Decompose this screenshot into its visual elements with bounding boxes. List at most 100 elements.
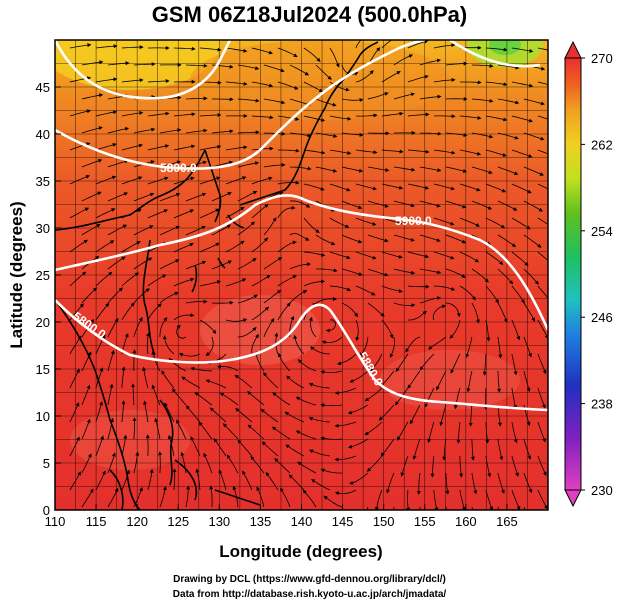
streamline-arrow (159, 259, 180, 270)
streamline-arrow (329, 115, 352, 121)
streamline-arrow (445, 61, 468, 66)
streamline-arrow (315, 234, 336, 246)
streamline-arrow (433, 183, 455, 191)
streamline-arrow (251, 274, 271, 287)
streamline-arrow (430, 455, 435, 478)
streamline-arrow (121, 400, 126, 423)
streamline-arrow (511, 115, 533, 123)
warm-patch-a (200, 295, 320, 365)
streamline-arrow (81, 93, 104, 100)
streamline-arrow (334, 387, 357, 395)
streamline-arrow (381, 251, 403, 259)
streamline-arrow (470, 438, 475, 461)
warm-patch-c (380, 350, 520, 410)
streamline-arrow (355, 251, 377, 260)
streamline-arrow (341, 132, 364, 137)
streamline-arrow (237, 294, 258, 304)
streamline-arrow (107, 487, 119, 508)
streamline-arrow (251, 115, 274, 120)
streamline-arrow (412, 438, 421, 460)
streamline-arrow (121, 366, 126, 389)
streamline-arrow (497, 438, 504, 461)
streamline-arrow (263, 372, 279, 389)
streamline-arrow (133, 288, 150, 304)
ryukyu-islands (217, 257, 226, 269)
streamline-arrow (334, 421, 357, 428)
x-tick-label: 165 (496, 514, 518, 529)
streamline-arrow (439, 404, 447, 427)
y-axis-label: Latitude (degrees) (7, 201, 26, 348)
colorbar-gradient (564, 57, 582, 491)
colorbar-top-arrow (564, 40, 582, 59)
streamline-arrow (550, 303, 562, 320)
streamline-arrow (95, 435, 104, 457)
streamline-arrow (107, 417, 115, 440)
china-south-coast (142, 239, 156, 356)
y-tick-label: 40 (36, 127, 50, 142)
streamline-arrow (409, 404, 421, 425)
streamline-arrow (222, 423, 239, 440)
streamline-arrow (471, 166, 493, 175)
streamline-arrow (485, 421, 490, 444)
wind-streamlines (69, 40, 562, 510)
streamline-arrow (308, 316, 317, 338)
streamline-arrow (424, 387, 435, 408)
plot-area (55, 40, 562, 510)
y-tick-label: 25 (36, 268, 50, 283)
streamline-arrow (433, 77, 456, 83)
streamline-arrow (81, 224, 101, 236)
streamline-arrow (321, 336, 343, 345)
streamline-arrow (407, 370, 421, 389)
streamline-arrow (334, 455, 357, 462)
streamline-arrow (445, 302, 461, 318)
streamline-arrow (511, 353, 518, 376)
streamline-arrow (471, 63, 494, 68)
streamline-arrow (511, 183, 532, 194)
streamline-arrow (159, 193, 181, 202)
streamline-arrow (308, 382, 330, 389)
x-tick-label: 150 (373, 514, 395, 529)
streamline-arrow (151, 350, 161, 372)
streamline-arrow (107, 256, 126, 270)
streamline-arrow (523, 234, 542, 248)
streamline-arrow (396, 421, 409, 441)
streamline-arrow (550, 439, 559, 458)
streamline-arrow (386, 472, 395, 494)
streamline-arrow (323, 495, 343, 508)
streamline-arrow (251, 81, 274, 88)
streamline-arrow (445, 132, 468, 138)
streamline-arrow (303, 149, 326, 155)
streamline-arrow (263, 131, 286, 136)
streamline-arrow (95, 470, 106, 491)
y-tick-label: 15 (36, 362, 50, 377)
streamline-arrow (407, 149, 430, 154)
streamline-arrow (145, 434, 150, 457)
streamline-arrow (288, 474, 305, 491)
streamline-arrow (303, 183, 325, 191)
korea-peninsula (204, 149, 222, 223)
streamline-arrow (395, 353, 409, 373)
streamline-arrow (95, 302, 110, 321)
contour-5900 (55, 194, 548, 331)
streamline-arrow (289, 166, 312, 171)
streamline-arrow (428, 336, 447, 350)
streamline-arrow (329, 285, 352, 292)
streamline-arrow (107, 159, 129, 168)
streamline-arrow (95, 367, 104, 389)
streamline-arrow (497, 166, 519, 175)
contour-label-5900: 5900.0 (395, 214, 432, 228)
streamline-arrow (81, 158, 103, 168)
streamline-arrow (205, 336, 214, 356)
streamline-arrow (445, 472, 450, 495)
streamline-arrow (81, 191, 102, 202)
colorbar-bottom-arrow (564, 489, 582, 508)
streamline-arrow (181, 376, 201, 389)
streamline-arrow (485, 115, 508, 122)
streamline-arrow (143, 400, 149, 423)
streamline-arrow (173, 144, 196, 151)
indochina-coast (55, 299, 141, 510)
streamline-arrow (320, 468, 342, 474)
streamline-arrow (537, 353, 547, 375)
credit-drawing: Drawing by DCL (https://www.gfd-dennou.o… (173, 574, 446, 585)
height-contours (55, 40, 548, 412)
